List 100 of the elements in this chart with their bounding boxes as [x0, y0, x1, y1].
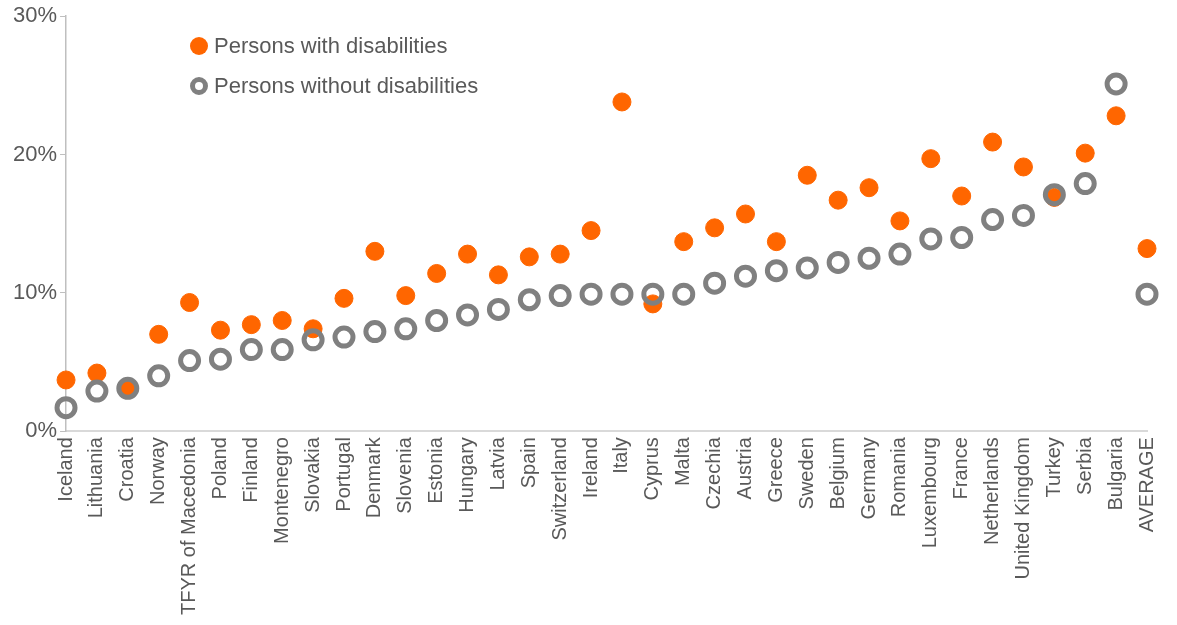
point — [1106, 106, 1126, 126]
point — [488, 265, 508, 285]
point — [548, 284, 572, 308]
point — [703, 271, 727, 295]
y-tick-label: 20% — [12, 140, 58, 166]
point — [797, 165, 817, 185]
x-tick-label: Switzerland — [547, 437, 570, 541]
x-tick-label: Austria — [733, 436, 756, 500]
x-tick-label: Slovakia — [300, 436, 323, 513]
x-tick-label: Greece — [763, 437, 786, 503]
point — [425, 309, 449, 332]
x-tick-label: Norway — [146, 437, 169, 505]
x-tick-label: Romania — [887, 436, 910, 518]
point — [826, 250, 850, 274]
point — [764, 259, 788, 283]
x-tick-label: Finland — [238, 437, 261, 503]
point — [1013, 157, 1033, 177]
point — [581, 221, 601, 241]
point — [1075, 143, 1095, 163]
point — [270, 338, 294, 362]
x-tick-label: Sweden — [794, 437, 817, 510]
x-tick-label: Serbia — [1072, 436, 1095, 495]
x-tick-label: Malta — [671, 436, 694, 487]
point — [828, 190, 848, 210]
legend-label: Persons with disabilities — [214, 33, 448, 59]
point — [396, 286, 416, 306]
x-tick-label: Montenegro — [269, 437, 292, 544]
point — [795, 256, 819, 280]
point — [56, 370, 76, 390]
point — [239, 338, 263, 362]
point — [981, 208, 1005, 232]
point — [888, 242, 912, 266]
point — [149, 324, 169, 344]
point — [950, 226, 974, 250]
point — [486, 297, 510, 321]
x-tick-label: Estonia — [424, 436, 447, 504]
x-tick-label: Czechia — [702, 436, 725, 510]
x-tick-label: Germany — [856, 437, 879, 520]
point — [87, 363, 107, 383]
point — [180, 293, 200, 313]
point — [674, 232, 694, 252]
point — [332, 325, 356, 349]
point — [394, 317, 418, 341]
point — [610, 282, 634, 306]
x-tick-label: Luxembourg — [918, 437, 941, 549]
point — [1011, 203, 1035, 227]
x-tick-label: Slovenia — [393, 436, 416, 514]
x-tick-label: TFYR of Macedonia — [177, 436, 200, 616]
x-tick-label: Turkey — [1041, 437, 1064, 498]
point — [427, 263, 447, 283]
point — [210, 320, 230, 340]
x-tick-label: Latvia — [485, 436, 508, 491]
y-tick-label: 30% — [12, 2, 58, 28]
point — [550, 244, 570, 264]
point — [1104, 72, 1128, 96]
x-tick-label: Bulgaria — [1103, 436, 1126, 511]
point — [147, 364, 171, 388]
x-tick-label: Netherlands — [980, 437, 1003, 545]
point — [456, 303, 480, 327]
y-tick-label: 10% — [12, 278, 58, 304]
x-tick-label: Belgium — [825, 437, 848, 510]
x-tick-label: Cyprus — [640, 437, 663, 501]
point — [1073, 172, 1097, 196]
point — [363, 320, 387, 344]
x-tick-label: Poland — [207, 437, 230, 500]
point — [272, 311, 292, 330]
x-tick-label: Italy — [609, 437, 632, 474]
point — [85, 379, 109, 403]
point — [365, 241, 385, 261]
x-tick-label: Denmark — [362, 436, 385, 519]
point — [519, 247, 539, 267]
point — [1137, 239, 1157, 259]
point — [54, 396, 78, 420]
point — [1135, 282, 1159, 306]
point — [178, 349, 202, 373]
point — [705, 218, 725, 238]
point — [641, 282, 665, 306]
point — [672, 282, 696, 306]
x-tick-label: United Kingdom — [1010, 437, 1033, 580]
x-tick-label: AVERAGE — [1134, 437, 1157, 533]
point — [301, 328, 325, 352]
point — [919, 227, 943, 251]
point — [734, 264, 757, 288]
legend-label: Persons without disabilities — [214, 73, 479, 99]
point — [208, 347, 232, 371]
x-tick-label: Portugal — [331, 437, 354, 512]
point — [952, 186, 972, 206]
point — [334, 288, 354, 308]
x-tick-label: France — [949, 437, 972, 500]
x-tick-label: Spain — [516, 437, 539, 489]
x-tick-label: Croatia — [115, 436, 138, 502]
x-tick-label: Hungary — [455, 437, 478, 513]
point — [859, 178, 879, 198]
point — [766, 232, 786, 252]
x-tick-label: Ireland — [578, 437, 601, 499]
point — [890, 211, 910, 231]
point — [612, 92, 632, 112]
point — [241, 315, 261, 335]
point — [983, 132, 1003, 152]
point — [736, 204, 755, 224]
